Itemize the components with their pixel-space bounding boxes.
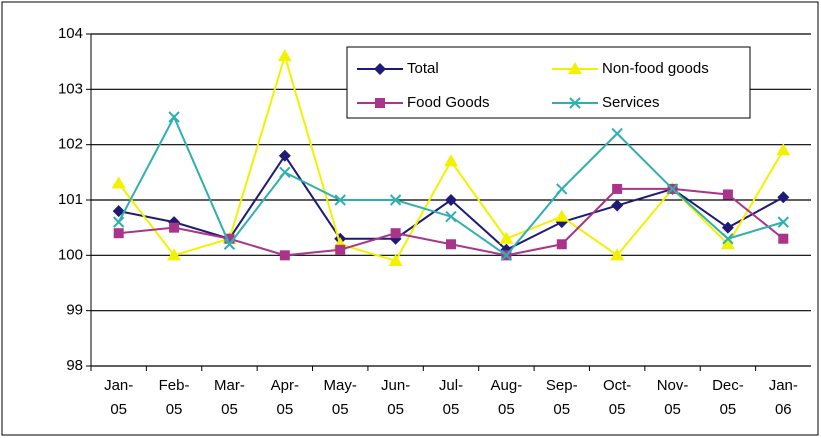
marker [777,191,790,204]
marker [500,249,513,262]
marker [612,183,623,194]
marker [169,222,180,233]
marker [389,194,402,206]
marker [375,98,385,108]
x-tick-label: Feb-05 [158,377,190,418]
marker [444,154,458,167]
legend-label: Services [602,94,660,111]
x-tick-label: Dec-05 [712,377,744,418]
x-tick-label: Sep-05 [545,377,578,418]
marker [167,248,182,261]
marker [610,248,625,261]
x-tick-label: Jan-06 [768,377,798,418]
marker [279,166,291,179]
marker [611,199,624,212]
x-tick-label: Jun-05 [381,377,411,418]
marker [111,176,126,189]
marker [445,210,457,223]
y-tick-label: 103 [58,80,83,97]
marker [279,250,290,261]
y-tick-label: 101 [58,191,83,208]
legend-box [346,46,751,119]
x-tick-label: Jul-05 [438,377,464,418]
marker [168,111,180,123]
marker [112,216,125,228]
marker [666,183,679,195]
marker [556,183,568,195]
marker [278,149,291,162]
x-tick-label: Aug-05 [490,377,523,418]
y-tick-label: 98 [66,357,83,374]
marker [721,221,734,234]
x-tick-label: Jan-05 [104,377,134,418]
x-tick-label: Nov-05 [656,377,689,418]
marker [388,253,403,266]
marker [556,239,567,250]
y-tick-label: 104 [58,25,83,42]
marker [224,233,235,244]
marker [445,194,457,206]
x-tick-label: Apr-05 [270,377,300,418]
marker [569,97,581,109]
marker [277,49,292,62]
marker [554,209,569,222]
legend-label: Total [407,60,439,77]
marker [446,239,456,250]
marker [335,244,346,255]
marker [390,228,401,239]
marker [722,233,734,245]
marker [499,231,514,244]
y-tick-label: 99 [66,302,83,319]
marker [112,205,125,218]
x-tick-label: May-05 [323,377,357,418]
marker [776,143,791,156]
marker [334,194,346,206]
legend-label: Food Goods [407,94,490,111]
marker [722,189,733,200]
y-tick-label: 100 [58,246,83,263]
x-tick-label: Mar-05 [214,377,245,418]
marker [611,127,623,140]
x-tick-label: Oct-05 [602,377,632,418]
marker [777,216,790,228]
marker [374,63,386,75]
marker [113,228,124,239]
y-tick-label: 102 [58,136,83,153]
marker [223,238,236,250]
marker [568,62,582,74]
marker [720,237,735,250]
marker [778,233,789,244]
legend-label: Non-food goods [602,60,709,77]
